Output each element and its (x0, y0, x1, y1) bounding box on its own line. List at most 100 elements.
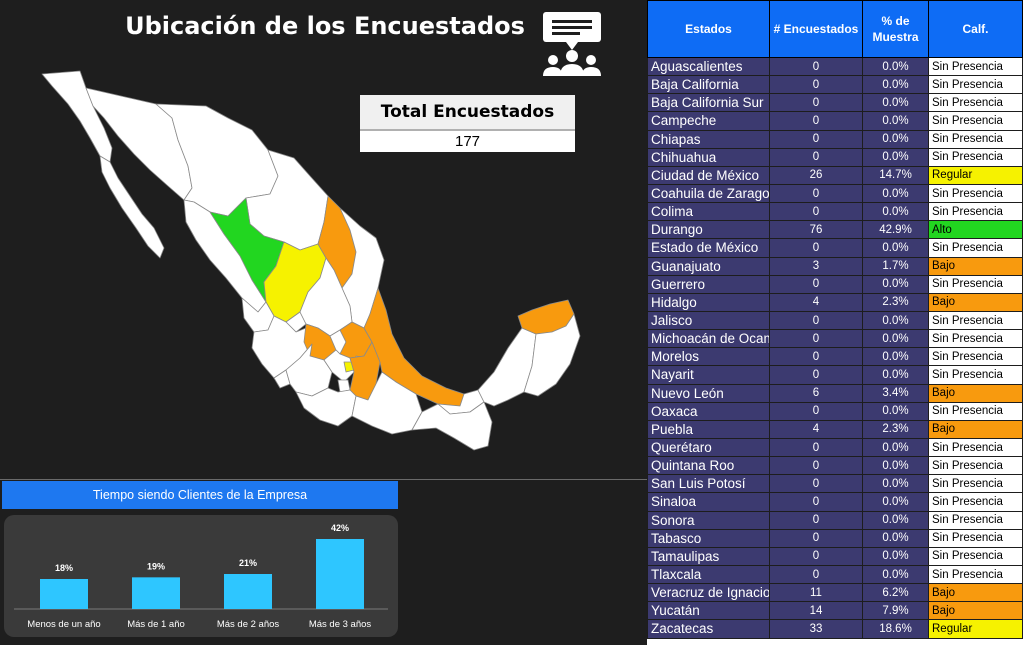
state-cell[interactable]: Ciudad de México (647, 165, 770, 185)
count-cell[interactable]: 0 (769, 329, 863, 349)
state-cell[interactable]: Nayarit (647, 365, 770, 385)
column-header-encuestados[interactable]: # Encuestados (769, 0, 863, 58)
count-cell[interactable]: 0 (769, 528, 863, 548)
state-cell[interactable]: Zacatecas (647, 619, 770, 639)
count-cell[interactable]: 33 (769, 619, 863, 639)
percent-cell[interactable]: 0.0% (862, 238, 929, 258)
rating-cell[interactable]: Sin Presencia (928, 474, 1023, 494)
count-cell[interactable]: 0 (769, 365, 863, 385)
rating-cell[interactable]: Bajo (928, 256, 1023, 276)
count-cell[interactable]: 0 (769, 129, 863, 149)
percent-cell[interactable]: 2.3% (862, 419, 929, 439)
count-cell[interactable]: 0 (769, 437, 863, 458)
state-cell[interactable]: Tlaxcala (647, 564, 770, 585)
state-cell[interactable]: Coahuila de Zaragoza (647, 183, 770, 204)
percent-cell[interactable]: 0.0% (862, 365, 929, 385)
rating-cell[interactable]: Bajo (928, 419, 1023, 439)
chart-bar[interactable] (40, 579, 88, 609)
state-cell[interactable]: Guanajuato (647, 256, 770, 276)
percent-cell[interactable]: 0.0% (862, 93, 929, 113)
state-cell[interactable]: San Luis Potosí (647, 474, 770, 494)
rating-cell[interactable]: Sin Presencia (928, 456, 1023, 476)
state-cell[interactable]: Nuevo León (647, 383, 770, 403)
count-cell[interactable]: 0 (769, 492, 863, 512)
percent-cell[interactable]: 0.0% (862, 310, 929, 331)
percent-cell[interactable]: 3.4% (862, 383, 929, 403)
state-cell[interactable]: Aguascalientes (647, 56, 770, 77)
rating-cell[interactable]: Sin Presencia (928, 528, 1023, 548)
count-cell[interactable]: 0 (769, 147, 863, 167)
percent-cell[interactable]: 0.0% (862, 111, 929, 131)
count-cell[interactable]: 3 (769, 256, 863, 276)
rating-cell[interactable]: Bajo (928, 583, 1023, 603)
state-cell[interactable]: Chiapas (647, 129, 770, 149)
rating-cell[interactable]: Bajo (928, 601, 1023, 621)
percent-cell[interactable]: 0.0% (862, 456, 929, 476)
rating-cell[interactable]: Sin Presencia (928, 274, 1023, 294)
chart-bar[interactable] (132, 577, 180, 609)
state-cell[interactable]: Colima (647, 202, 770, 222)
column-header-muestra[interactable]: % de Muestra (862, 0, 929, 58)
percent-cell[interactable]: 0.0% (862, 474, 929, 494)
rating-cell[interactable]: Sin Presencia (928, 56, 1023, 77)
percent-cell[interactable]: 0.0% (862, 75, 929, 95)
state-cell[interactable]: Durango (647, 220, 770, 240)
rating-cell[interactable]: Sin Presencia (928, 238, 1023, 258)
chart-bar[interactable] (224, 574, 272, 609)
percent-cell[interactable]: 0.0% (862, 492, 929, 512)
count-cell[interactable]: 0 (769, 274, 863, 294)
count-cell[interactable]: 0 (769, 564, 863, 585)
count-cell[interactable]: 0 (769, 510, 863, 530)
percent-cell[interactable]: 0.0% (862, 129, 929, 149)
percent-cell[interactable]: 0.0% (862, 56, 929, 77)
count-cell[interactable]: 0 (769, 202, 863, 222)
percent-cell[interactable]: 1.7% (862, 256, 929, 276)
rating-cell[interactable]: Sin Presencia (928, 129, 1023, 149)
rating-cell[interactable]: Sin Presencia (928, 401, 1023, 421)
percent-cell[interactable]: 0.0% (862, 329, 929, 349)
rating-cell[interactable]: Sin Presencia (928, 347, 1023, 367)
rating-cell[interactable]: Sin Presencia (928, 75, 1023, 95)
percent-cell[interactable]: 6.2% (862, 583, 929, 603)
rating-cell[interactable]: Sin Presencia (928, 202, 1023, 222)
count-cell[interactable]: 0 (769, 183, 863, 204)
rating-cell[interactable]: Sin Presencia (928, 111, 1023, 131)
state-cell[interactable]: Campeche (647, 111, 770, 131)
rating-cell[interactable]: Sin Presencia (928, 510, 1023, 530)
percent-cell[interactable]: 0.0% (862, 183, 929, 204)
state-cell[interactable]: Hidalgo (647, 292, 770, 312)
rating-cell[interactable]: Sin Presencia (928, 183, 1023, 204)
state-cell[interactable]: Oaxaca (647, 401, 770, 421)
count-cell[interactable]: 0 (769, 310, 863, 331)
count-cell[interactable]: 0 (769, 75, 863, 95)
count-cell[interactable]: 0 (769, 456, 863, 476)
rating-cell[interactable]: Sin Presencia (928, 93, 1023, 113)
state-cell[interactable]: Sinaloa (647, 492, 770, 512)
percent-cell[interactable]: 2.3% (862, 292, 929, 312)
percent-cell[interactable]: 0.0% (862, 202, 929, 222)
rating-cell[interactable]: Sin Presencia (928, 310, 1023, 331)
state-cell[interactable]: Morelos (647, 347, 770, 367)
state-cell[interactable]: Sonora (647, 510, 770, 530)
percent-cell[interactable]: 18.6% (862, 619, 929, 639)
count-cell[interactable]: 0 (769, 238, 863, 258)
rating-cell[interactable]: Alto (928, 220, 1023, 240)
rating-cell[interactable]: Sin Presencia (928, 329, 1023, 349)
rating-cell[interactable]: Bajo (928, 383, 1023, 403)
rating-cell[interactable]: Regular (928, 165, 1023, 185)
percent-cell[interactable]: 0.0% (862, 147, 929, 167)
rating-cell[interactable]: Sin Presencia (928, 492, 1023, 512)
rating-cell[interactable]: Sin Presencia (928, 147, 1023, 167)
state-cell[interactable]: Tabasco (647, 528, 770, 548)
column-header-calf[interactable]: Calf. (928, 0, 1023, 58)
chart-bar[interactable] (316, 539, 364, 609)
percent-cell[interactable]: 0.0% (862, 401, 929, 421)
state-cell[interactable]: Baja California (647, 75, 770, 95)
percent-cell[interactable]: 7.9% (862, 601, 929, 621)
rating-cell[interactable]: Sin Presencia (928, 546, 1023, 566)
count-cell[interactable]: 6 (769, 383, 863, 403)
count-cell[interactable]: 76 (769, 220, 863, 240)
rating-cell[interactable]: Regular (928, 619, 1023, 639)
percent-cell[interactable]: 0.0% (862, 510, 929, 530)
percent-cell[interactable]: 0.0% (862, 274, 929, 294)
